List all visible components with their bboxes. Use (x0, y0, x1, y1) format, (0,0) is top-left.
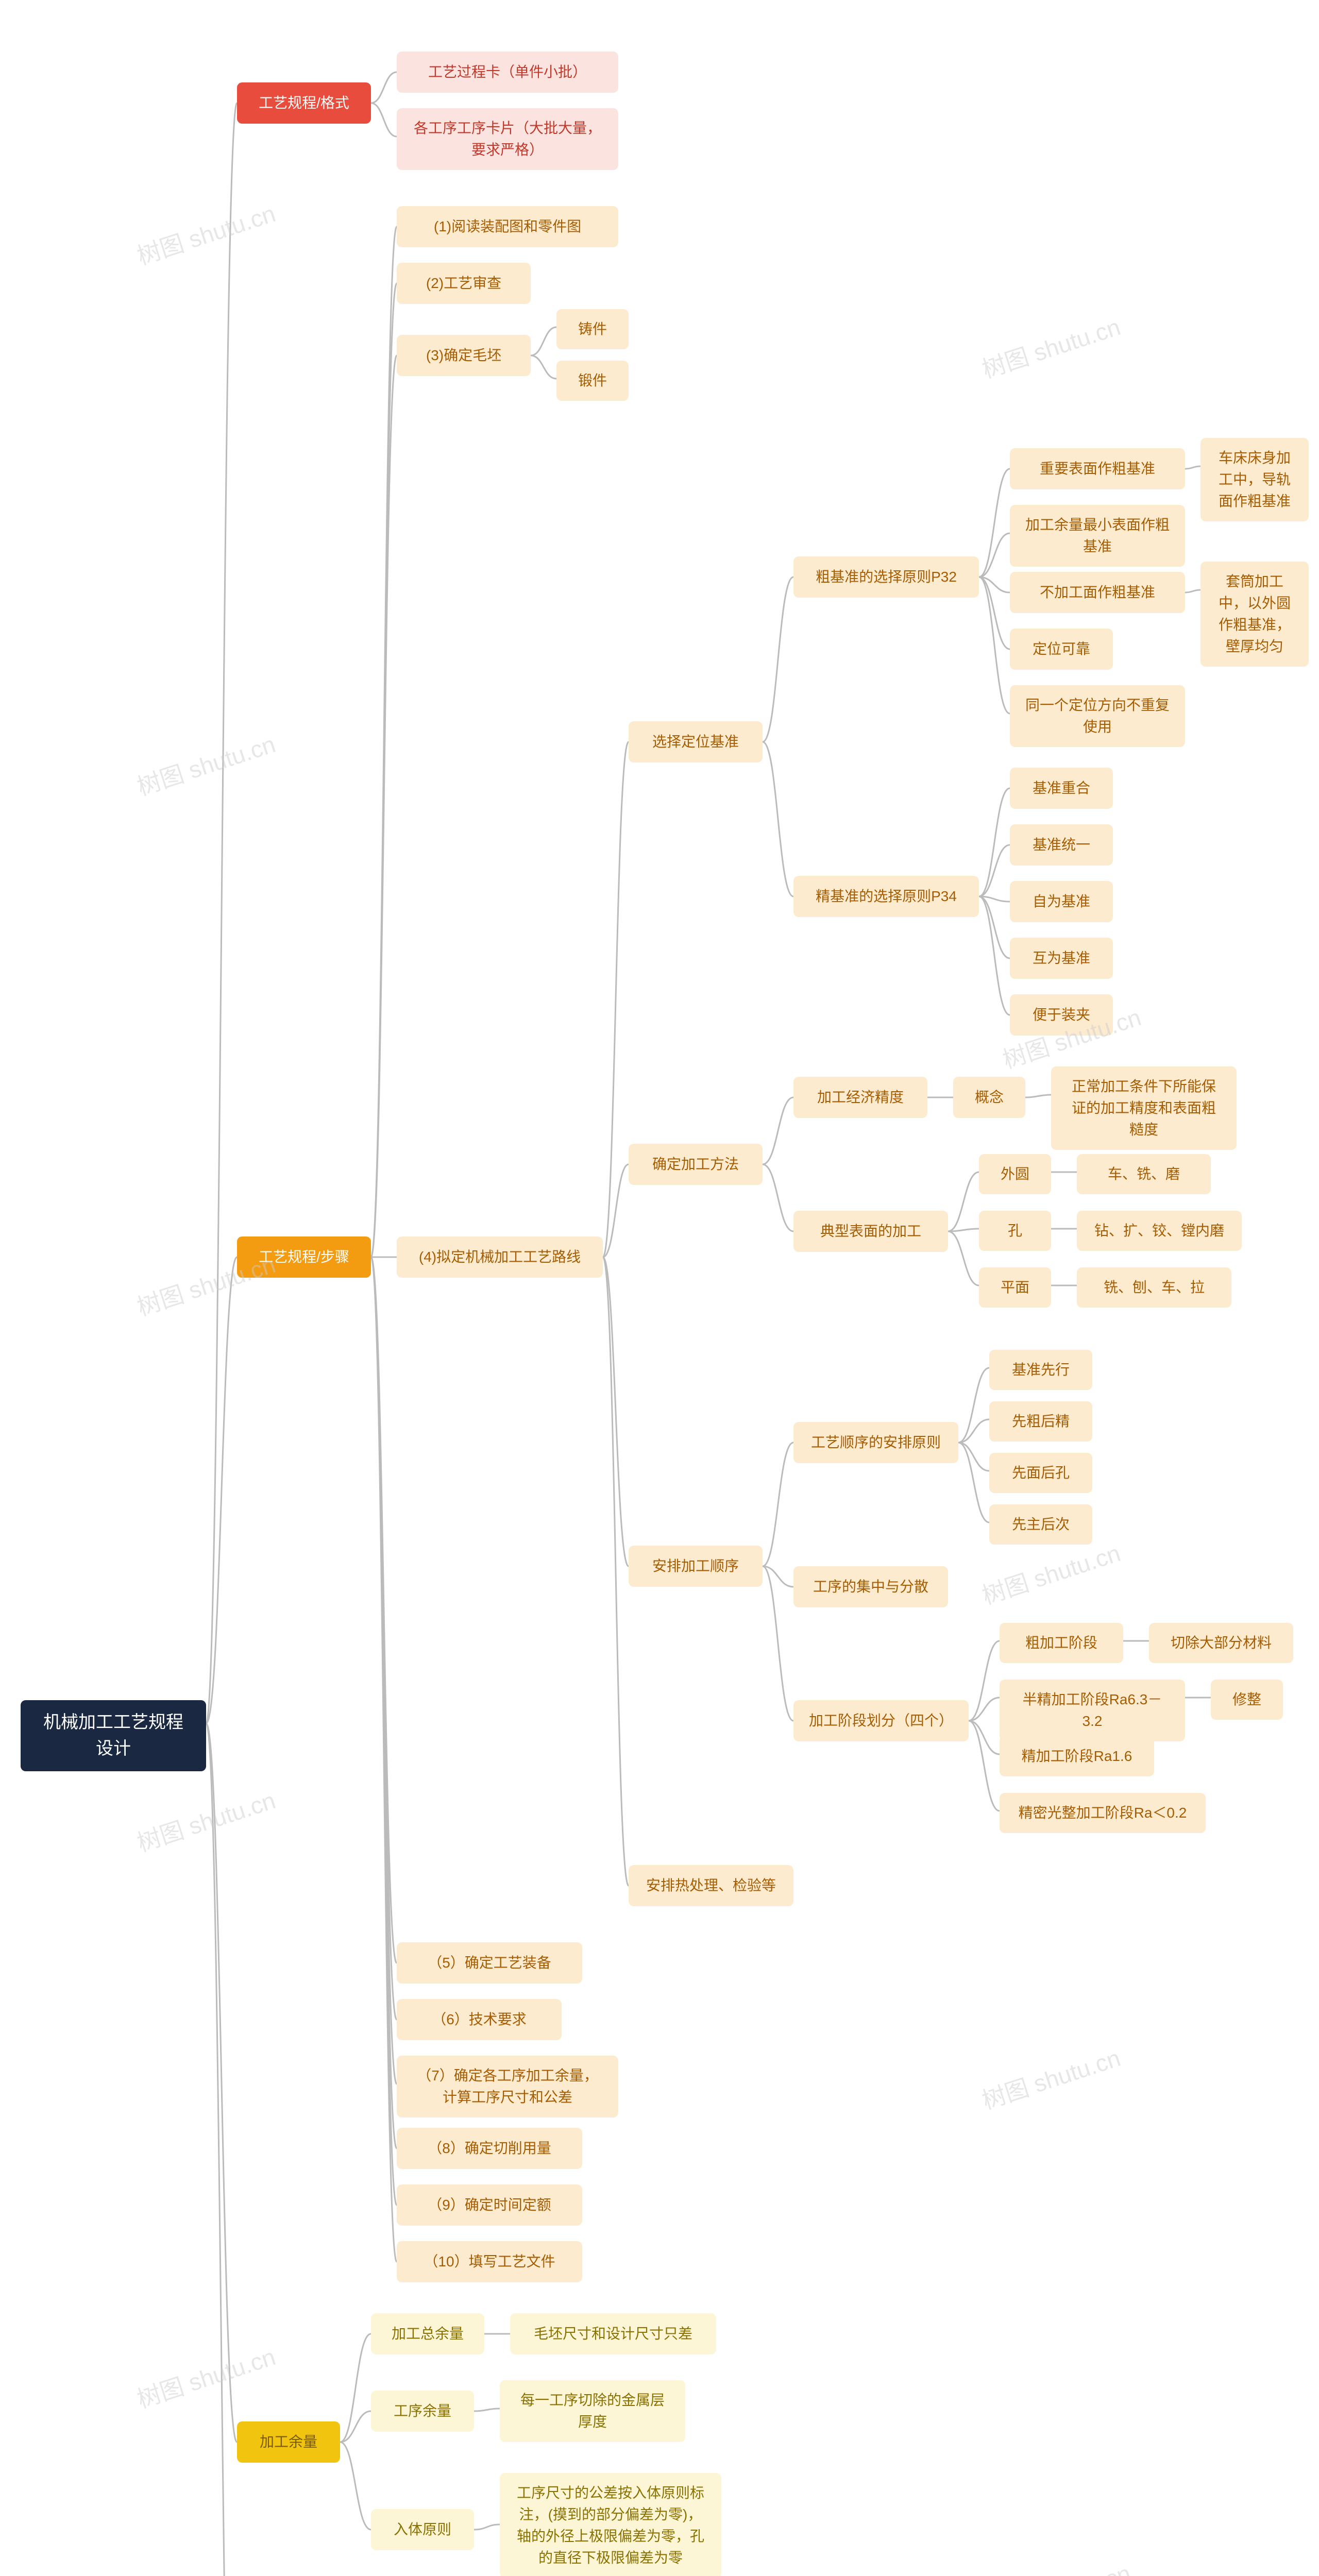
node-b4C3d: 精密光整加工阶段Ra＜0.2 (1000, 1793, 1206, 1833)
node-b: 工艺规程/步骤 (237, 1236, 371, 1278)
node-b4B2c: 平面 (979, 1267, 1051, 1308)
node-b4C3a: 粗加工阶段 (1000, 1623, 1123, 1663)
node-c1: 加工总余量 (371, 2313, 484, 2354)
node-b4C1d: 先主后次 (989, 1504, 1092, 1545)
node-b1: (1)阅读装配图和零件图 (397, 206, 618, 247)
watermark: 树图 shutu.cn (977, 309, 1124, 385)
node-b4A1a1: 车床床身加工中，导轨面作粗基准 (1200, 438, 1309, 521)
node-b4A2: 精基准的选择原则P34 (793, 876, 979, 917)
node-b6: （6）技术要求 (397, 1999, 562, 2040)
node-c3: 入体原则 (371, 2509, 474, 2550)
node-b4C3b1: 修整 (1211, 1680, 1283, 1720)
node-b4C3a1: 切除大部分材料 (1149, 1623, 1293, 1663)
node-b4B1: 加工经济精度 (793, 1077, 927, 1118)
node-b4A1e: 同一个定位方向不重复使用 (1010, 685, 1185, 747)
node-b4C1b: 先粗后精 (989, 1401, 1092, 1442)
node-b4A1b: 加工余量最小表面作粗基准 (1010, 505, 1185, 567)
node-b7: （7）确定各工序加工余量，计算工序尺寸和公差 (397, 2056, 618, 2117)
node-b8: （8）确定切削用量 (397, 2128, 582, 2169)
node-b4C3c: 精加工阶段Ra1.6 (1000, 1736, 1154, 1776)
watermark: 树图 shutu.cn (132, 2338, 279, 2415)
node-b5: （5）确定工艺装备 (397, 1942, 582, 1984)
node-b4A2b: 基准统一 (1010, 824, 1113, 866)
node-b4B2b: 孔 (979, 1211, 1051, 1251)
node-c: 加工余量 (237, 2421, 340, 2463)
node-b4C3: 加工阶段划分（四个） (793, 1700, 969, 1741)
node-a2: 各工序工序卡片（大批大量，要求严格） (397, 108, 618, 170)
node-b3b: 锻件 (556, 361, 629, 401)
node-b4B2a: 外圆 (979, 1154, 1051, 1194)
node-c2a: 每一工序切除的金属层厚度 (500, 2380, 685, 2442)
node-b2: (2)工艺审查 (397, 263, 531, 304)
node-a: 工艺规程/格式 (237, 82, 371, 124)
node-root: 机械加工工艺规程设计 (21, 1700, 206, 1771)
node-b4A2d: 互为基准 (1010, 938, 1113, 979)
node-b4C1c: 先面后孔 (989, 1453, 1092, 1493)
node-b3a: 铸件 (556, 309, 629, 349)
node-b4B: 确定加工方法 (629, 1144, 763, 1185)
node-b4B2: 典型表面的加工 (793, 1211, 948, 1252)
node-b4C1a: 基准先行 (989, 1350, 1092, 1390)
node-b4A1c1: 套筒加工中，以外圆作粗基准，壁厚均匀 (1200, 562, 1309, 667)
node-b4A2a: 基准重合 (1010, 768, 1113, 809)
node-b4B2a1: 车、铣、磨 (1077, 1154, 1211, 1194)
watermark: 树图 shutu.cn (132, 726, 279, 803)
node-b4A1d: 定位可靠 (1010, 629, 1113, 670)
node-a1: 工艺过程卡（单件小批） (397, 52, 618, 93)
node-b4A2c: 自为基准 (1010, 881, 1113, 922)
node-b4A: 选择定位基准 (629, 721, 763, 762)
node-b4A1a: 重要表面作粗基准 (1010, 448, 1185, 489)
node-b4A1c: 不加工面作粗基准 (1010, 572, 1185, 613)
node-b4C: 安排加工顺序 (629, 1546, 763, 1587)
watermark: 树图 shutu.cn (977, 2040, 1124, 2116)
watermark: 树图 shutu.cn (988, 2555, 1135, 2576)
watermark: 树图 shutu.cn (977, 1535, 1124, 1612)
node-b4C3b: 半精加工阶段Ra6.3－3.2 (1000, 1680, 1185, 1741)
node-b4B1a: 概念 (953, 1077, 1025, 1118)
watermark: 树图 shutu.cn (132, 195, 279, 272)
node-b4: (4)拟定机械加工工艺路线 (397, 1236, 603, 1278)
node-b9: （9）确定时间定额 (397, 2184, 582, 2226)
mindmap-canvas: 机械加工工艺规程设计 工艺规程/格式工艺过程卡（单件小批） 各工序工序卡片（大批大量… (0, 0, 1319, 2576)
node-b4A2e: 便于装夹 (1010, 994, 1113, 1036)
node-c2: 工序余量 (371, 2391, 474, 2432)
node-c1a: 毛坯尺寸和设计尺寸只差 (510, 2313, 716, 2354)
node-b4C2: 工序的集中与分散 (793, 1566, 948, 1607)
node-b4B1a1: 正常加工条件下所能保证的加工精度和表面粗糙度 (1051, 1066, 1237, 1150)
node-b4B2b1: 钻、扩、铰、镗内磨 (1077, 1211, 1242, 1251)
node-b4C1: 工艺顺序的安排原则 (793, 1422, 958, 1463)
node-b4B2c1: 铣、刨、车、拉 (1077, 1267, 1231, 1308)
watermark: 树图 shutu.cn (132, 1782, 279, 1859)
node-c3a: 工序尺寸的公差按入体原则标注，(摸到的部分偏差为零)，轴的外径上极限偏差为零，孔… (500, 2473, 721, 2576)
node-b4A1: 粗基准的选择原则P32 (793, 556, 979, 598)
node-b4D: 安排热处理、检验等 (629, 1865, 793, 1906)
node-b10: （10）填写工艺文件 (397, 2241, 582, 2282)
node-b3: (3)确定毛坯 (397, 335, 531, 376)
